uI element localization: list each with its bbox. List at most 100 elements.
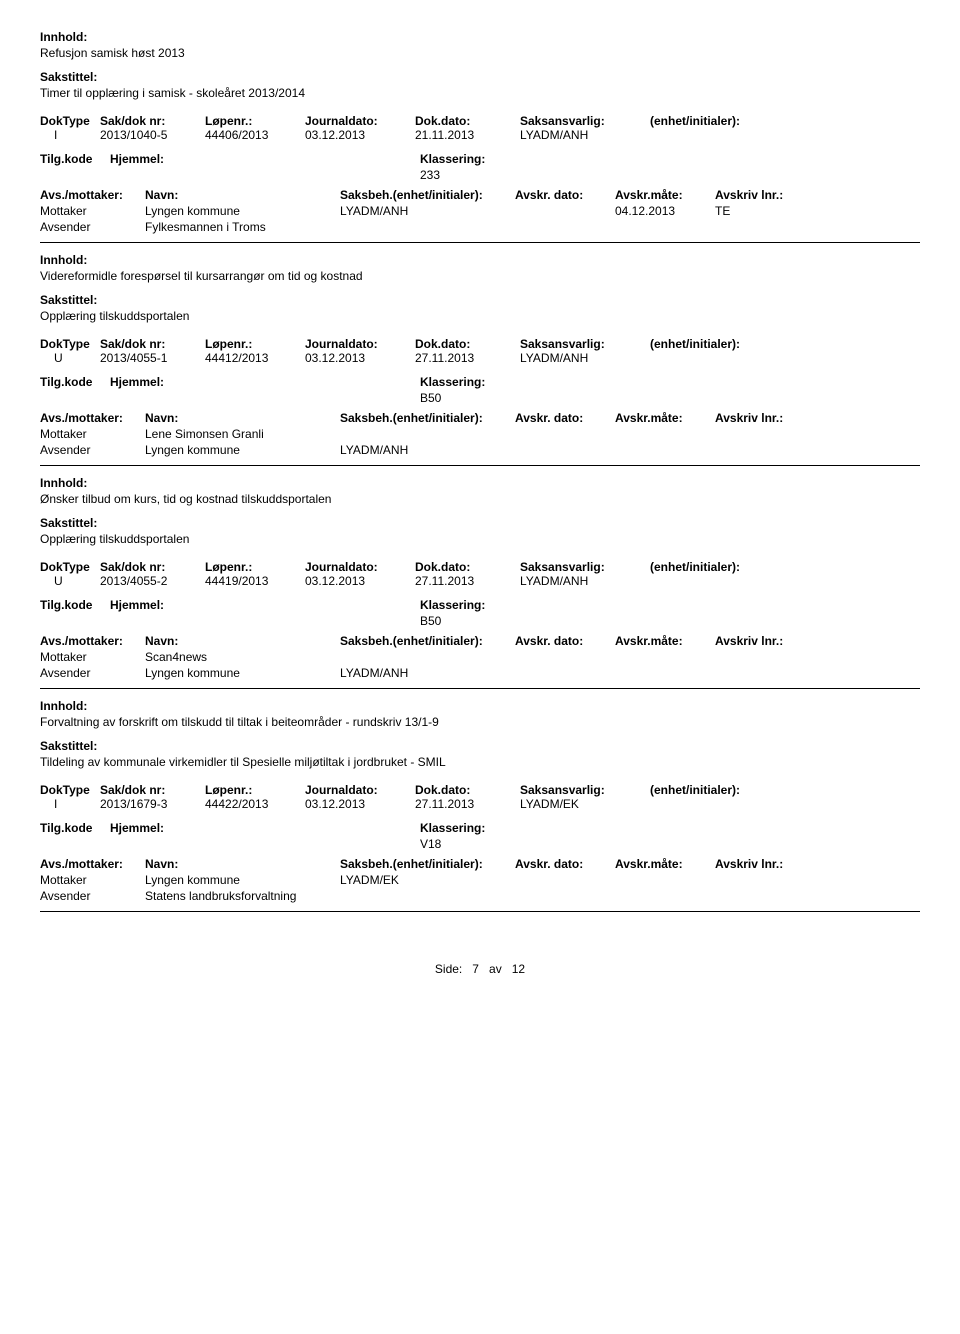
val-dokdato: 27.11.2013 [415,351,520,365]
party-row: Avsender Statens landbruksforvaltning [40,889,920,903]
tilg-row: Tilg.kode Hjemmel: Klassering: 233 [40,152,920,182]
innhold-value: Refusjon samisk høst 2013 [40,46,920,60]
hdr-lopenr: Løpenr.: [205,783,305,797]
val-doktype: U [40,574,100,588]
hdr-enhetinit: (enhet/initialer): [650,114,920,128]
hdr-saksansvarlig: Saksansvarlig: [520,560,650,574]
columns-data: I 2013/1679-3 44422/2013 03.12.2013 27.1… [40,797,920,811]
hdr-avskrmate: Avskr.måte: [615,857,715,871]
val-saksansvarlig: LYADM/ANH [520,574,650,588]
columns-header: DokType Sak/dok nr: Løpenr.: Journaldato… [40,114,920,128]
hdr-avskrdato: Avskr. dato: [515,411,615,425]
hdr-dokdato: Dok.dato: [415,783,520,797]
party-header: Avs./mottaker: Navn: Saksbeh.(enhet/init… [40,857,920,871]
footer-sep: av [489,962,502,976]
columns-data: I 2013/1040-5 44406/2013 03.12.2013 21.1… [40,128,920,142]
party-name: Lyngen kommune [145,666,340,680]
sakstittel-value: Opplæring tilskuddsportalen [40,309,920,323]
hdr-lopenr: Løpenr.: [205,337,305,351]
party-role: Mottaker [40,204,145,218]
columns-header: DokType Sak/dok nr: Løpenr.: Journaldato… [40,337,920,351]
party-role: Mottaker [40,427,145,441]
tilgkode-label: Tilg.kode [40,375,110,405]
journal-record: Innhold: Ønsker tilbud om kurs, tid og k… [40,476,920,689]
hdr-dokdato: Dok.dato: [415,337,520,351]
innhold-value: Forvaltning av forskrift om tilskudd til… [40,715,920,729]
party-saksbeh: LYADM/ANH [340,666,515,680]
val-doktype: I [40,128,100,142]
tilgkode-label: Tilg.kode [40,152,110,182]
hdr-dokdato: Dok.dato: [415,114,520,128]
hdr-avskrivlnr: Avskriv lnr.: [715,857,810,871]
hjemmel-label: Hjemmel: [110,598,420,628]
hdr-doktype: DokType [40,783,100,797]
record-divider [40,688,920,689]
hjemmel-label: Hjemmel: [110,375,420,405]
party-saksbeh: LYADM/ANH [340,204,515,218]
hdr-saksbeh: Saksbeh.(enhet/initialer): [340,857,515,871]
party-role: Avsender [40,889,145,903]
hdr-sakdoknr: Sak/dok nr: [100,337,205,351]
val-saksansvarlig: LYADM/ANH [520,351,650,365]
party-row: Mottaker Scan4news [40,650,920,664]
tilgkode-label: Tilg.kode [40,821,110,851]
hdr-doktype: DokType [40,337,100,351]
hdr-navn: Navn: [145,188,340,202]
hdr-avsmottaker: Avs./mottaker: [40,857,145,871]
hdr-navn: Navn: [145,634,340,648]
klassering-value: B50 [420,391,530,405]
klassering-value: 233 [420,168,530,182]
val-lopenr: 44412/2013 [205,351,305,365]
party-avskrmate [715,220,810,234]
hdr-journaldato: Journaldato: [305,560,415,574]
hdr-avskrmate: Avskr.måte: [615,634,715,648]
party-role: Avsender [40,666,145,680]
val-doktype: I [40,797,100,811]
party-name: Lyngen kommune [145,443,340,457]
party-role: Mottaker [40,650,145,664]
hdr-enhetinit: (enhet/initialer): [650,337,920,351]
val-journaldato: 03.12.2013 [305,351,415,365]
hdr-sakdoknr: Sak/dok nr: [100,560,205,574]
sakstittel-value: Tildeling av kommunale virkemidler til S… [40,755,920,769]
klassering-label: Klassering: [420,152,530,166]
footer-page: 7 [472,962,479,976]
hdr-enhetinit: (enhet/initialer): [650,560,920,574]
party-saksbeh: LYADM/EK [340,873,515,887]
hdr-avskrivlnr: Avskriv lnr.: [715,188,810,202]
val-sakdoknr: 2013/4055-2 [100,574,205,588]
val-sakdoknr: 2013/1040-5 [100,128,205,142]
party-row: Mottaker Lyngen kommune LYADM/ANH 04.12.… [40,204,920,218]
party-row: Mottaker Lene Simonsen Granli [40,427,920,441]
hdr-saksbeh: Saksbeh.(enhet/initialer): [340,411,515,425]
party-name: Lene Simonsen Granli [145,427,340,441]
party-name: Scan4news [145,650,340,664]
sakstittel-label: Sakstittel: [40,516,920,530]
columns-data: U 2013/4055-1 44412/2013 03.12.2013 27.1… [40,351,920,365]
innhold-value: Ønsker tilbud om kurs, tid og kostnad ti… [40,492,920,506]
innhold-label: Innhold: [40,476,920,490]
val-journaldato: 03.12.2013 [305,797,415,811]
hdr-enhetinit: (enhet/initialer): [650,783,920,797]
hjemmel-label: Hjemmel: [110,821,420,851]
hdr-lopenr: Løpenr.: [205,114,305,128]
columns-header: DokType Sak/dok nr: Løpenr.: Journaldato… [40,783,920,797]
journal-record: Innhold: Refusjon samisk høst 2013 Sakst… [40,30,920,243]
party-avskrmate [715,873,810,887]
party-avskrdato [615,650,715,664]
party-saksbeh [340,650,515,664]
innhold-value: Videreformidle forespørsel til kursarran… [40,269,920,283]
footer-prefix: Side: [435,962,462,976]
record-divider [40,242,920,243]
hdr-avsmottaker: Avs./mottaker: [40,188,145,202]
hdr-journaldato: Journaldato: [305,114,415,128]
val-dokdato: 27.11.2013 [415,574,520,588]
party-avskrmate [715,889,810,903]
party-avskrmate [715,443,810,457]
val-journaldato: 03.12.2013 [305,574,415,588]
party-avskrmate [715,650,810,664]
sakstittel-label: Sakstittel: [40,739,920,753]
hdr-avskrdato: Avskr. dato: [515,188,615,202]
hjemmel-label: Hjemmel: [110,152,420,182]
party-row: Avsender Lyngen kommune LYADM/ANH [40,443,920,457]
